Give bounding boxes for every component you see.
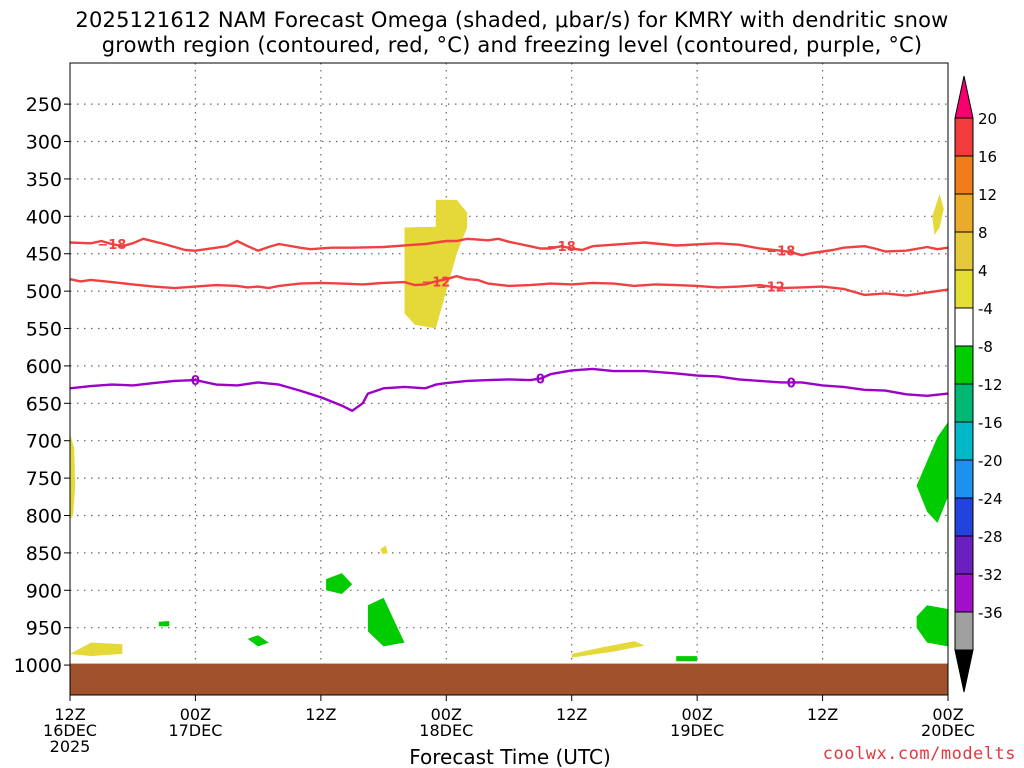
contour-line-0: [70, 237, 948, 257]
contour-label-2-0: 0: [191, 374, 200, 389]
x-tick-label-72-1: 12Z: [807, 705, 838, 724]
colorbar-label-3: 8: [978, 224, 988, 242]
colorbar-label-4: 4: [978, 262, 988, 280]
colorbar-swatch-0: [954, 117, 974, 157]
y-tick-label-800: 800: [26, 505, 62, 527]
x-tick-label-60-2: 19DEC: [670, 721, 724, 740]
y-tick-label-850: 850: [26, 543, 62, 565]
x-axis-label: Forecast Time (UTC): [409, 745, 611, 768]
y-tick-label-650: 650: [26, 393, 62, 415]
colorbar-bottom-arrow: [954, 649, 974, 693]
colorbar-swatch-10: [954, 497, 974, 537]
contour-label-0-1: −18: [547, 240, 576, 255]
colorbar-label-2: 12: [978, 186, 997, 204]
x-tick-label-12-1: 00Z: [180, 705, 211, 724]
contour-label-0-2: −18: [766, 245, 795, 260]
y-tick-label-450: 450: [26, 244, 62, 266]
omega-region-3: [70, 642, 123, 657]
y-tick-label-300: 300: [26, 132, 62, 154]
y-tick-label-400: 400: [26, 206, 62, 228]
y-tick-label-600: 600: [26, 356, 62, 378]
y-tick-label-700: 700: [26, 431, 62, 453]
colorbar-label-8: -16: [978, 414, 1003, 432]
colorbar-top-arrow: [954, 75, 974, 119]
colorbar-swatch-9: [954, 459, 974, 499]
x-tick-label-48-1: 12Z: [556, 705, 587, 724]
x-tick-label-36-1: 00Z: [431, 705, 462, 724]
y-tick-label-950: 950: [26, 618, 62, 640]
x-tick-label-36-2: 18DEC: [419, 721, 473, 740]
omega-region-9: [158, 621, 170, 627]
colorbar-label-7: -12: [978, 376, 1003, 394]
y-axis: 250 300 350 400 450 500 550 600 650 700 750 800 850 9…: [14, 94, 70, 677]
y-tick-label-350: 350: [26, 169, 62, 191]
colorbar-label-10: -24: [978, 490, 1003, 508]
colorbar-label-1: 16: [978, 148, 997, 166]
omega-region-7: [367, 597, 405, 647]
omega-region-8: [247, 635, 269, 647]
contour-labels: −18 −18 −18 −12 −12 0 0 0: [97, 238, 796, 391]
omega-region-0: [404, 199, 468, 329]
omega-region-1: [932, 193, 944, 235]
x-tick-label-84-2: 20DEC: [921, 721, 975, 740]
x-tick-label-60-1: 00Z: [681, 705, 712, 724]
colorbar-swatch-11: [954, 535, 974, 575]
colorbar-swatch-8: [954, 421, 974, 461]
colorbar-swatch-1: [954, 155, 974, 195]
contour-line-2: [70, 367, 948, 412]
contour-label-2-1: 0: [536, 373, 545, 388]
temperature-contours: [70, 237, 948, 412]
ground-surface: [70, 663, 948, 695]
chart-title-line1: 2025121612 NAM Forecast Omega (shaded, μ…: [75, 8, 949, 32]
x-tick-label-0-1: 12Z: [54, 705, 85, 724]
omega-shading: [70, 193, 948, 662]
contour-label-1-0: −12: [421, 275, 450, 290]
plot-frame: [69, 62, 949, 696]
omega-region-4: [571, 641, 645, 658]
colorbar: 20 16 12 8 4 -4 -8 -12 -16 -20 -24 -28 -32 -36: [954, 75, 1003, 693]
contour-label-0-0: −18: [97, 238, 126, 253]
y-tick-label-1000: 1000: [14, 655, 62, 677]
colorbar-swatch-13: [954, 611, 974, 651]
colorbar-label-12: -32: [978, 566, 1003, 584]
colorbar-label-6: -8: [978, 338, 993, 356]
colorbar-swatch-3: [954, 231, 974, 271]
omega-region-2: [70, 433, 76, 520]
omega-region-10: [676, 656, 698, 662]
x-tick-label-84-1: 00Z: [932, 705, 963, 724]
chart-title-line2: growth region (contoured, red, °C) and f…: [101, 33, 923, 57]
contour-label-2-2: 0: [787, 376, 796, 391]
colorbar-swatch-6: [954, 345, 974, 385]
y-tick-label-900: 900: [26, 580, 62, 602]
colorbar-label-5: -4: [978, 300, 993, 318]
ground-layer: [70, 663, 948, 695]
y-tick-label-500: 500: [26, 281, 62, 303]
y-tick-label-550: 550: [26, 319, 62, 341]
colorbar-label-11: -28: [978, 528, 1003, 546]
omega-region-11: [916, 422, 948, 523]
colorbar-swatch-7: [954, 383, 974, 423]
colorbar-swatch-4: [954, 269, 974, 309]
contour-label-1-1: −12: [756, 281, 785, 296]
x-tick-label-24-1: 12Z: [305, 705, 336, 724]
colorbar-swatch-5: [954, 307, 974, 347]
colorbar-swatch-12: [954, 573, 974, 613]
x-tick-label-12-2: 17DEC: [168, 721, 222, 740]
omega-region-6: [326, 573, 353, 594]
contour-line-1: [70, 275, 948, 297]
colorbar-label-9: -20: [978, 452, 1003, 470]
source-credit: coolwx.com/modelts: [822, 744, 1016, 764]
x-tick-label-0-3: 2025: [50, 737, 91, 756]
colorbar-label-0: 20: [978, 110, 997, 128]
colorbar-label-13: -36: [978, 604, 1003, 622]
omega-region-12: [916, 605, 948, 647]
omega-region-5: [380, 545, 388, 555]
y-tick-label-750: 750: [26, 468, 62, 490]
x-tick-label-0-2: 16DEC: [43, 721, 97, 740]
y-tick-label-250: 250: [26, 94, 62, 116]
colorbar-swatch-2: [954, 193, 974, 233]
